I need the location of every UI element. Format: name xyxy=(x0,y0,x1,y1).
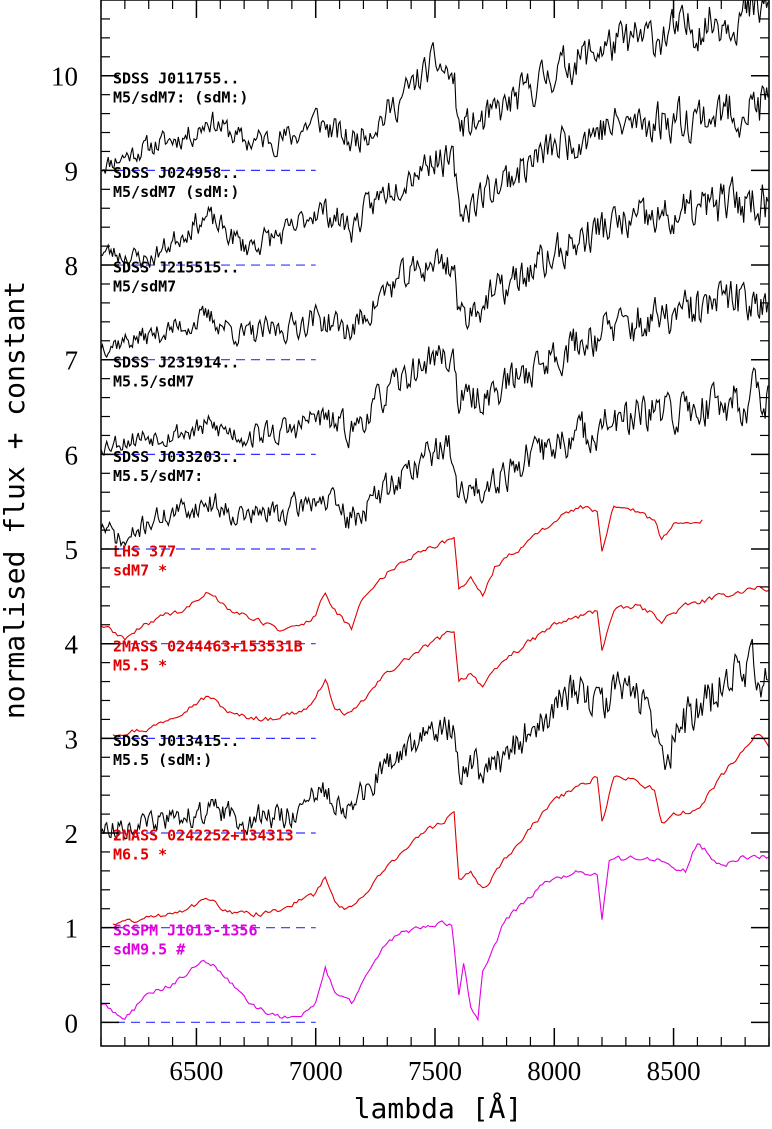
spectrum-label-type: M5.5 * xyxy=(113,656,167,674)
baseline-dashes xyxy=(101,169,316,1023)
spectrum-line xyxy=(100,638,769,840)
spectrum-label-type: sdM9.5 # xyxy=(113,940,185,958)
y-tick-label: 2 xyxy=(65,819,79,849)
spectrum-label-name: LHS 377 xyxy=(113,543,176,561)
y-tick-label: 3 xyxy=(65,724,79,754)
spectrum-label-type: M5/sdM7: (sdM:) xyxy=(113,88,248,106)
spectrum-label-name: SDSS J231914.. xyxy=(113,353,239,371)
x-tick-label: 8000 xyxy=(527,1056,581,1086)
y-tick-label: 10 xyxy=(51,62,78,92)
tick-labels: 6500 7000 7500 8000 8500 0 1 2 3 4 5 6 7 8 9 10 xyxy=(51,62,701,1086)
spectrum-label-name: 2MASS 0244463+153531B xyxy=(113,637,303,655)
spectrum-line xyxy=(100,84,769,269)
spectrum-label-type: M5.5 (sdM:) xyxy=(113,751,212,769)
spectrum-label-type: M5/sdM7 (sdM:) xyxy=(113,183,239,201)
spectra-lines xyxy=(100,0,770,1022)
spectrum-line xyxy=(100,504,703,641)
y-tick-label: 7 xyxy=(65,346,79,376)
spectrum-label-type: M5/sdM7 xyxy=(113,278,176,296)
x-tick-label: 7500 xyxy=(408,1056,462,1086)
spectrum-label-name: SDSS J011755.. xyxy=(113,69,239,87)
y-tick-label: 8 xyxy=(65,251,79,281)
spectrum-label-name: SDSS J215515.. xyxy=(113,259,239,277)
spectrum-label-name: SDSS J013415.. xyxy=(113,732,239,750)
spectrum-label-type: M5.5/sdM7 xyxy=(113,372,194,390)
x-tick-label: 6500 xyxy=(169,1056,223,1086)
spectrum-line xyxy=(112,585,770,737)
spectrum-label-type: M6.5 * xyxy=(113,846,167,864)
y-tick-label: 1 xyxy=(65,914,79,944)
plot-frame xyxy=(100,0,770,1047)
spectrum-line xyxy=(100,280,769,457)
spectrum-label-type: M5.5/sdM7: xyxy=(113,467,203,485)
y-axis-title: normalised flux + constant xyxy=(0,281,31,719)
x-tick-label: 8500 xyxy=(647,1056,701,1086)
spectrum-label-name: SDSS J033203.. xyxy=(113,448,239,466)
y-tick-label: 4 xyxy=(65,630,79,660)
y-tick-label: 0 xyxy=(65,1008,79,1038)
y-tick-label: 9 xyxy=(65,156,79,186)
spectrum-line xyxy=(112,734,770,926)
spectrum-line xyxy=(100,0,769,174)
y-tick-label: 6 xyxy=(65,440,79,470)
spectrum-label-name: SDSS J024958.. xyxy=(113,164,239,182)
x-tick-label: 7000 xyxy=(289,1056,343,1086)
y-tick-label: 5 xyxy=(65,535,79,565)
spectrum-line xyxy=(100,176,769,359)
axis-ticks xyxy=(100,0,770,1046)
spectrum-line xyxy=(100,843,770,1022)
spectrum-line xyxy=(100,367,769,548)
spectrum-label-type: sdM7 * xyxy=(113,562,167,580)
x-axis-title: lambda [Å] xyxy=(354,1091,523,1125)
spectrum-label-name: 2MASS 0242252+134313 xyxy=(113,827,294,845)
spectrum-labels: SDSS J011755..M5/sdM7: (sdM:) SDSS J02495… xyxy=(113,69,303,958)
spectrum-label-name: SSSPM J1013-1356 xyxy=(113,921,258,939)
